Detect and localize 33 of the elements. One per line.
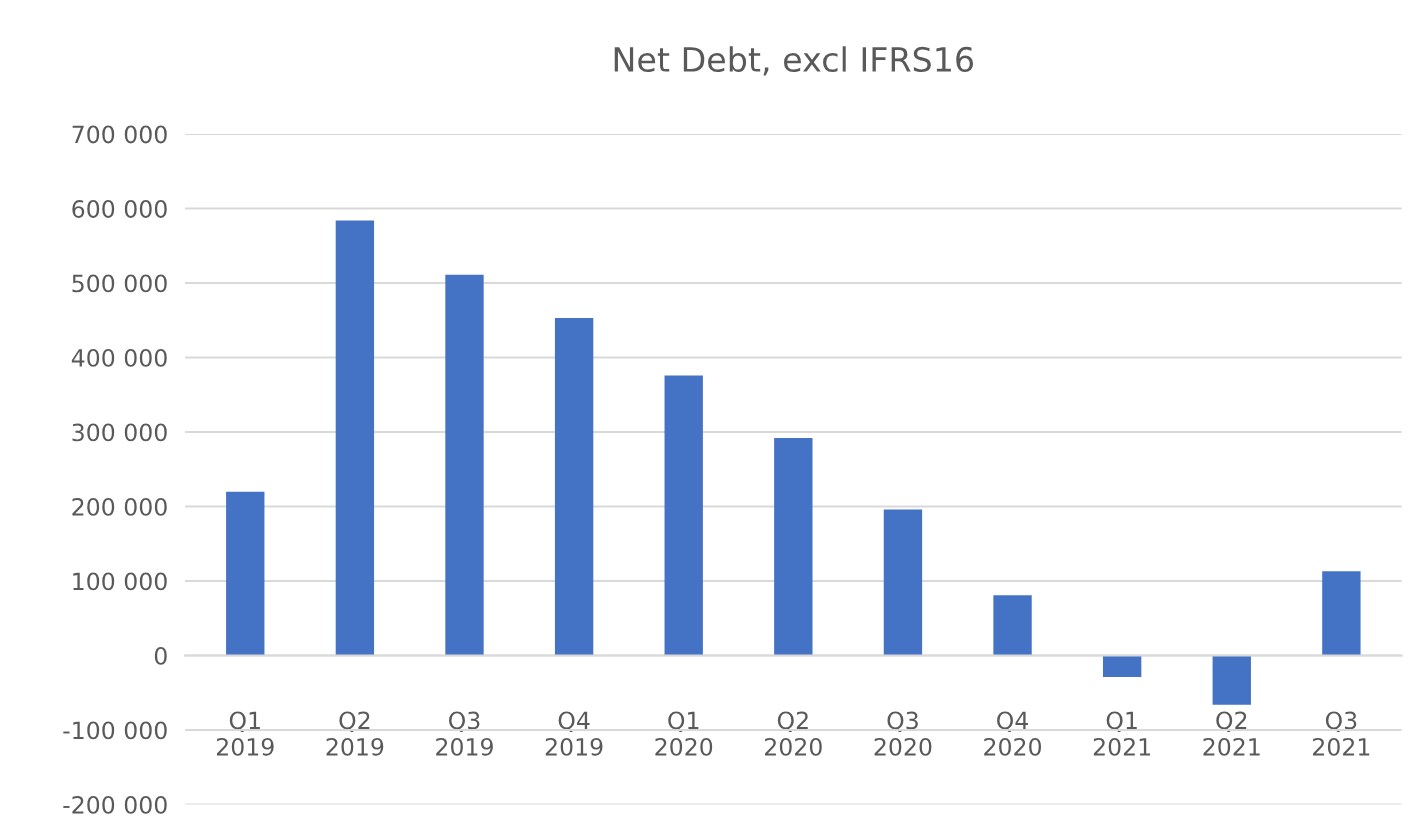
bar xyxy=(1322,571,1361,656)
bar xyxy=(664,375,703,656)
y-tick-label: 600 000 xyxy=(72,200,167,218)
bar xyxy=(883,509,923,656)
y-tick-label: 0 xyxy=(154,646,167,665)
y-tick-label: -200 000 xyxy=(63,795,167,814)
bar xyxy=(445,274,484,656)
y-tick-label: 500 000 xyxy=(72,274,167,293)
x-tick-label: Q3 2019 xyxy=(436,711,493,756)
x-tick-label: Q4 2020 xyxy=(984,711,1042,756)
x-tick-label: Q2 2020 xyxy=(765,711,822,756)
bar xyxy=(226,491,265,656)
y-tick-label: 200 000 xyxy=(72,497,167,516)
x-tick-label: Q1 2020 xyxy=(655,711,713,756)
x-tick-label: Q3 2020 xyxy=(874,711,932,756)
x-tick-label: Q4 2019 xyxy=(545,711,603,756)
bar xyxy=(993,595,1032,656)
bar xyxy=(1212,655,1251,705)
bar xyxy=(554,318,594,656)
y-tick-label: 700 000 xyxy=(72,125,167,144)
x-tick-label: Q2 2021 xyxy=(1203,711,1260,756)
y-tick-label: 100 000 xyxy=(73,572,167,591)
bar xyxy=(335,220,375,656)
x-tick-label: Q3 2021 xyxy=(1313,711,1370,756)
x-tick-label: Q1 2021 xyxy=(1093,711,1151,756)
x-tick-label: Q1 2019 xyxy=(216,711,274,756)
chart-title: Net Debt, excl IFRS16 xyxy=(614,46,974,76)
y-tick-label: -100 000 xyxy=(63,721,167,740)
bar xyxy=(1102,655,1142,678)
x-tick-label: Q2 2019 xyxy=(326,711,384,756)
y-tick-label: 300 000 xyxy=(72,423,167,442)
y-tick-label: 400 000 xyxy=(71,348,167,367)
bar xyxy=(774,437,813,656)
